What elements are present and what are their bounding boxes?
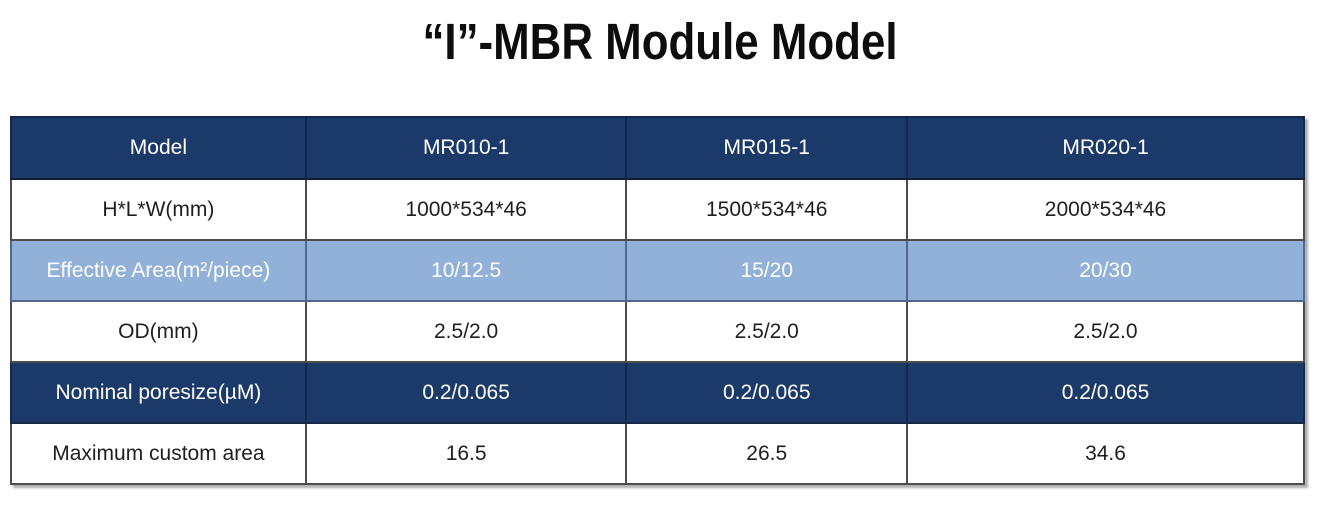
- page-title: “I”-MBR Module Model: [422, 13, 898, 70]
- table-row-effective-area: Effective Area(m²/piece) 10/12.5 15/20 2…: [10, 239, 1305, 302]
- row-label: OD(mm): [10, 300, 307, 363]
- row-label: Nominal poresize(µM): [10, 361, 307, 424]
- table-row-od: OD(mm) 2.5/2.0 2.5/2.0 2.5/2.0: [10, 300, 1305, 363]
- cell-value: 0.2/0.065: [625, 361, 909, 424]
- cell-value: 2.5/2.0: [906, 300, 1305, 363]
- table-row-hlw: H*L*W(mm) 1000*534*46 1500*534*46 2000*5…: [10, 178, 1305, 241]
- cell-value: 2.5/2.0: [304, 300, 628, 363]
- module-spec-table: Model MR010-1 MR015-1 MR020-1 H*L*W(mm) …: [10, 116, 1305, 485]
- cell-value: 26.5: [625, 422, 909, 485]
- table-row-max-custom-area: Maximum custom area 16.5 26.5 34.6: [10, 422, 1305, 485]
- table-row-poresize: Nominal poresize(µM) 0.2/0.065 0.2/0.065…: [10, 361, 1305, 424]
- cell-value: 34.6: [906, 422, 1305, 485]
- cell-value: 0.2/0.065: [304, 361, 628, 424]
- row-label: Maximum custom area: [10, 422, 307, 485]
- header-cell-mr015: MR015-1: [625, 116, 909, 180]
- header-cell-mr010: MR010-1: [304, 116, 628, 180]
- cell-value: 1500*534*46: [625, 178, 909, 241]
- cell-value: 0.2/0.065: [906, 361, 1305, 424]
- cell-value: 16.5: [304, 422, 628, 485]
- cell-value: 1000*534*46: [304, 178, 628, 241]
- cell-value: 2000*534*46: [906, 178, 1305, 241]
- cell-value: 10/12.5: [304, 239, 628, 302]
- row-label: H*L*W(mm): [10, 178, 307, 241]
- cell-value: 20/30: [906, 239, 1305, 302]
- cell-value: 2.5/2.0: [625, 300, 909, 363]
- cell-value: 15/20: [625, 239, 909, 302]
- row-label: Effective Area(m²/piece): [10, 239, 307, 302]
- header-row: Model MR010-1 MR015-1 MR020-1: [10, 116, 1305, 180]
- header-cell-mr020: MR020-1: [906, 116, 1305, 180]
- header-cell-model: Model: [10, 116, 307, 180]
